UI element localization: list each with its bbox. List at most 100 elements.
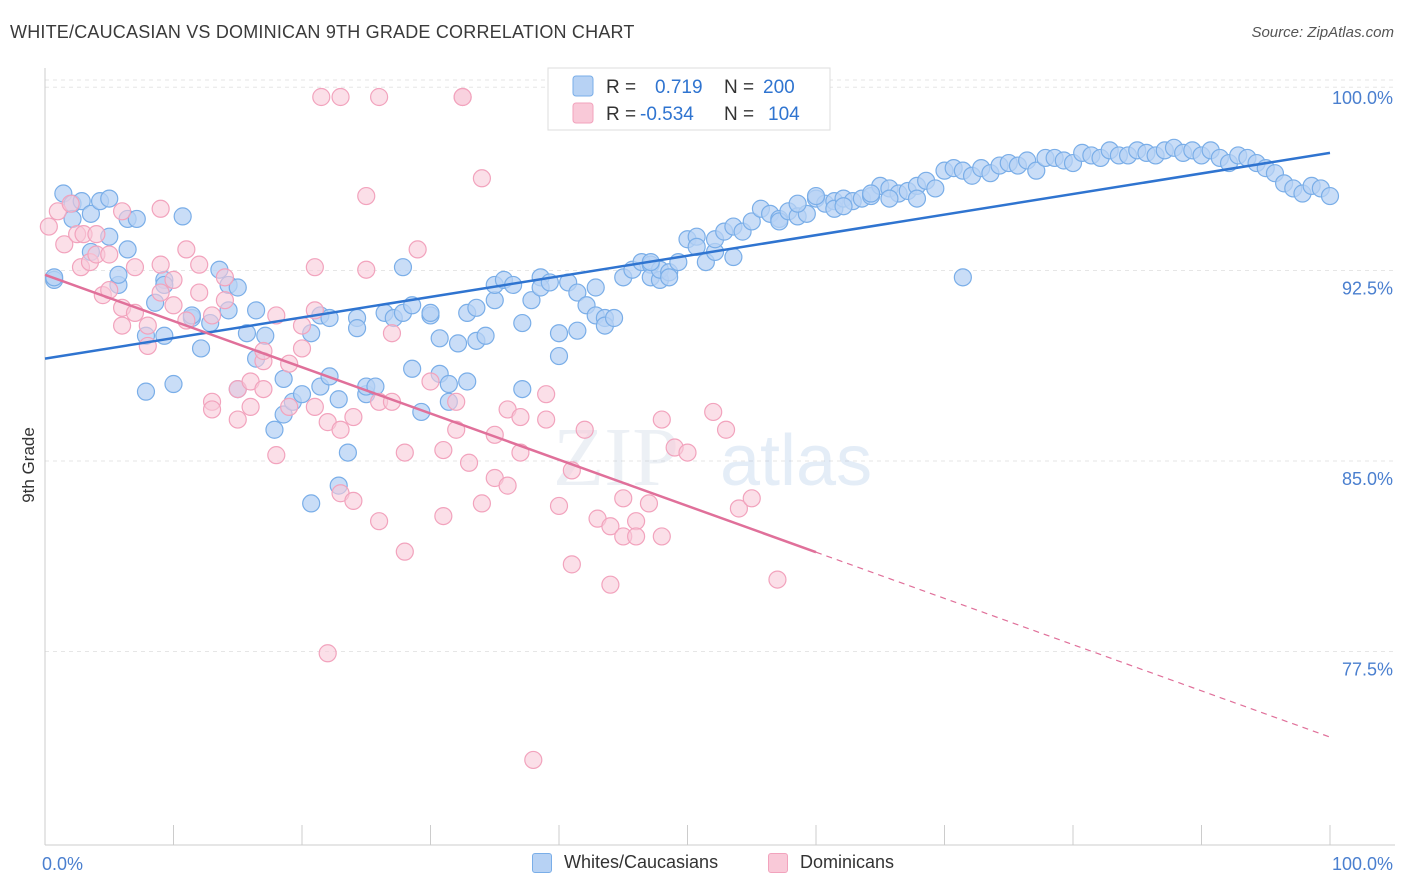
point-dominicans-2: [55, 235, 74, 254]
point-dominicans-86: [626, 527, 646, 546]
point-dominicans-92: [704, 402, 723, 422]
point-whites-86: [549, 324, 569, 343]
point-dominicans-99: [87, 225, 106, 244]
point-dominicans-3: [61, 194, 80, 213]
point-whites-52: [347, 319, 367, 338]
point-whites-31: [228, 278, 247, 297]
point-whites-74: [476, 326, 495, 345]
stats-legend: R = 0.719 N = 200 R = -0.534 N = 104: [547, 67, 831, 131]
point-dominicans-29: [215, 291, 234, 310]
point-whites-182: [1320, 186, 1340, 206]
trend-line-whites: [44, 151, 1331, 360]
point-dominicans-98: [112, 202, 132, 221]
point-dominicans-top-2: [370, 87, 389, 107]
point-whites-188: [861, 184, 881, 203]
x-tick-label-end: 100.0%: [1332, 854, 1393, 874]
point-dominicans-66: [472, 494, 491, 513]
point-whites-67: [439, 374, 458, 394]
point-whites-75: [485, 291, 504, 310]
point-dominicans-58: [408, 240, 427, 259]
bottom-legend: Whites/Caucasians Dominicans: [0, 852, 1406, 876]
point-dominicans-94: [729, 499, 749, 518]
point-whites-61: [403, 359, 422, 378]
point-dominicans-20: [164, 270, 183, 289]
x-tick-labels: 0.0% 100.0%: [42, 854, 1393, 874]
point-whites-14: [127, 209, 146, 229]
point-dominicans-25: [190, 283, 209, 302]
point-whites-187: [834, 197, 853, 216]
point-dominicans-19: [151, 283, 170, 302]
legend-swatch-pink: [572, 102, 594, 124]
point-dominicans-50: [357, 260, 376, 279]
point-whites-186: [806, 186, 826, 206]
point-dominicans-top-3: [453, 87, 472, 107]
x-tick-label-start: 0.0%: [42, 854, 83, 874]
point-dominicans-21: [164, 296, 183, 315]
point-dominicans-96: [768, 570, 787, 589]
point-whites-150: [1027, 161, 1046, 180]
legend-label-whites: Whites/Caucasians: [564, 852, 719, 872]
point-dominicans-82: [601, 517, 620, 536]
trend-line-dominicans: [44, 273, 817, 554]
point-whites-189: [880, 189, 899, 208]
point-dominicans-45: [318, 644, 337, 663]
point-dominicans-76: [549, 496, 569, 516]
point-whites-185: [788, 194, 807, 213]
legend-item-dominicans[interactable]: Dominicans: [768, 852, 894, 873]
stats-n-label-1: N =: [724, 77, 754, 98]
point-whites-80: [513, 380, 532, 399]
y-tick-label-3: 77.5%: [1342, 660, 1393, 680]
point-dominicans-10: [100, 245, 119, 264]
point-dominicans-70: [498, 476, 517, 495]
point-whites-35: [247, 301, 266, 320]
point-whites-43: [302, 494, 321, 513]
chart-title: WHITE/CAUCASIAN VS DOMINICAN 9TH GRADE C…: [10, 22, 635, 42]
point-dominicans-28: [215, 268, 234, 287]
point-dominicans-0: [39, 217, 58, 236]
stats-r-value-2: -0.534: [640, 104, 694, 125]
point-dominicans-22: [177, 240, 196, 259]
point-whites-71: [458, 372, 477, 391]
stats-n-value-1: 200: [763, 77, 795, 98]
point-whites-64: [421, 303, 440, 322]
point-whites-116: [742, 212, 761, 231]
point-whites-88: [568, 283, 587, 302]
axes: [44, 68, 1395, 846]
point-dominicans-49: [344, 407, 363, 427]
point-dominicans-78: [562, 555, 581, 574]
stats-n-label-2: N =: [724, 104, 754, 125]
point-whites-33: [237, 324, 257, 343]
point-dominicans-16: [138, 316, 157, 335]
legend-item-whites[interactable]: Whites/Caucasians: [532, 852, 718, 873]
point-dominicans-91: [678, 443, 697, 462]
point-dominicans-102: [202, 400, 222, 419]
point-whites-85: [549, 346, 569, 366]
point-dominicans-97: [151, 199, 170, 218]
point-whites-37: [265, 420, 284, 439]
point-whites-58: [393, 258, 413, 277]
y-tick-label-1: 92.5%: [1342, 279, 1393, 299]
point-dominicans-100: [305, 258, 324, 277]
point-dominicans-13: [112, 316, 132, 335]
point-dominicans-81: [601, 575, 620, 594]
point-dominicans-33: [241, 397, 260, 416]
point-dominicans-93: [716, 420, 736, 439]
point-whites-50: [338, 443, 357, 462]
source-label: Source: ZipAtlas.com: [1251, 24, 1394, 41]
point-dominicans-75: [537, 410, 556, 429]
point-dominicans-15: [125, 258, 145, 277]
point-whites-137: [907, 189, 927, 208]
point-dominicans-top-1: [331, 87, 350, 107]
point-dominicans-95: [742, 489, 761, 508]
point-dominicans-26: [202, 306, 222, 325]
point-whites-22: [164, 374, 183, 394]
point-dominicans-79: [575, 420, 594, 439]
point-whites-79: [513, 313, 532, 333]
watermark-atlas: atlas: [720, 421, 872, 501]
point-dominicans-56: [395, 443, 414, 462]
point-dominicans-24: [190, 255, 209, 274]
point-dominicans-72: [511, 407, 530, 427]
point-whites-15: [109, 265, 128, 284]
point-dominicans-37: [267, 446, 286, 465]
y-tick-label-0: 100.0%: [1332, 88, 1393, 108]
